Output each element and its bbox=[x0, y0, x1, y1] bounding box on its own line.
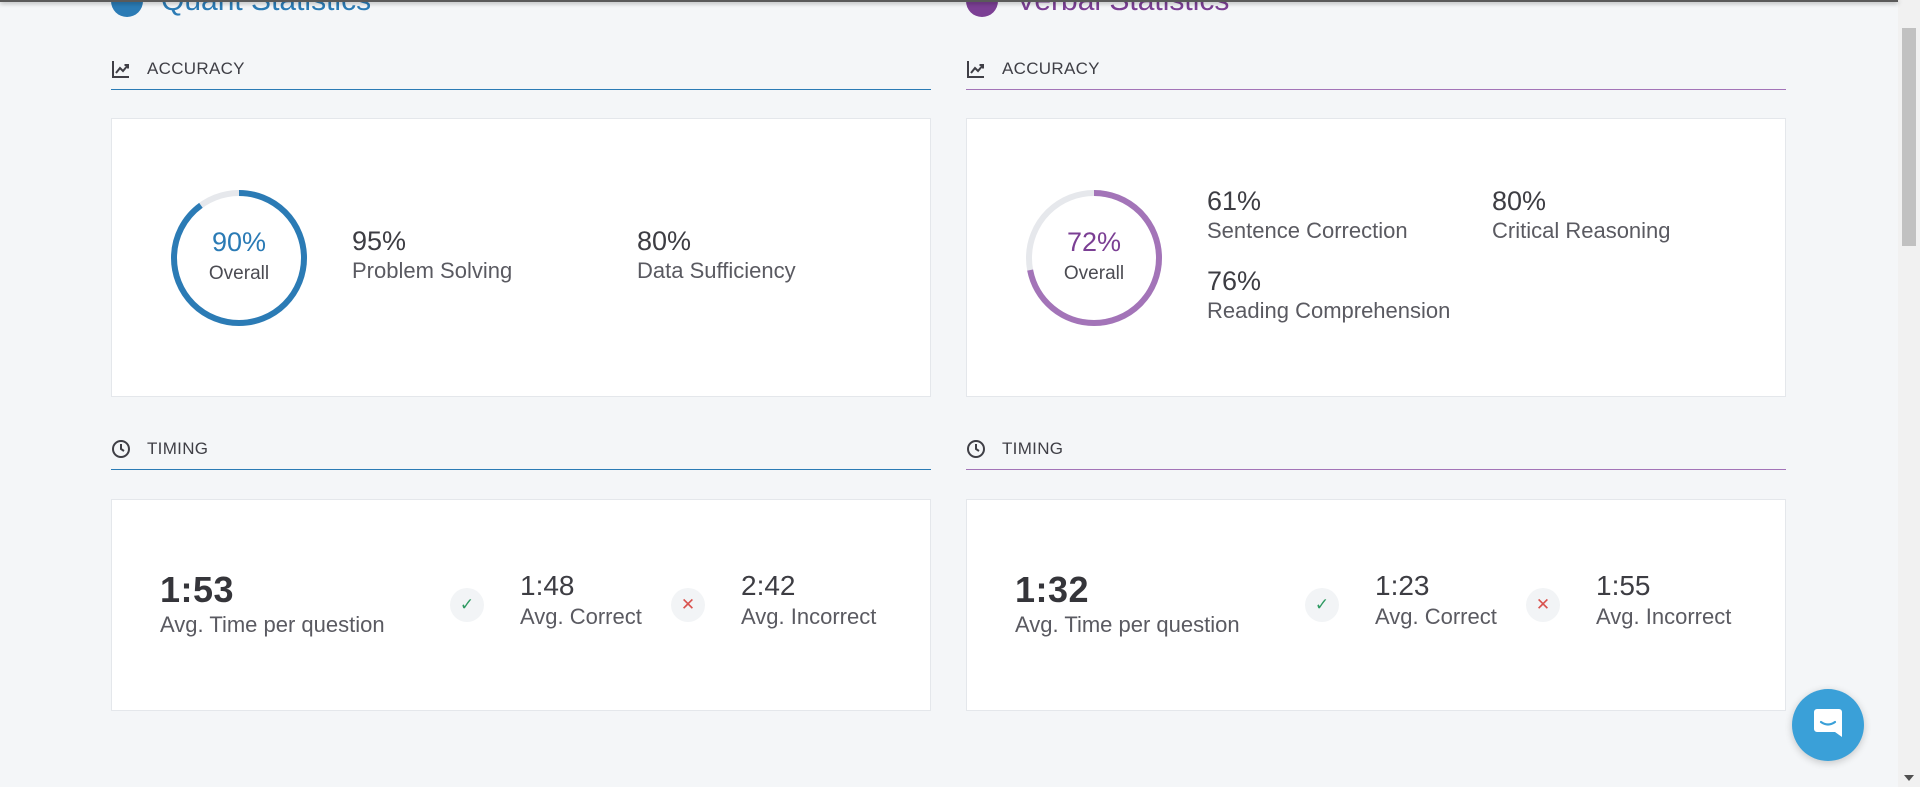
metric-label: Reading Comprehension bbox=[1207, 298, 1451, 323]
line-chart-icon bbox=[966, 59, 986, 79]
quant-timing-card: 1:53 Avg. Time per question ✓ 1:48 Avg. … bbox=[111, 499, 931, 711]
quant-statistics-heading: Quant Statistics bbox=[111, 0, 371, 18]
verbal-overall-ring: 72% Overall bbox=[1025, 189, 1163, 327]
avg-time-value: 1:32 bbox=[1015, 569, 1090, 610]
scroll-down-arrow-icon[interactable] bbox=[1904, 775, 1914, 781]
x-icon: ✕ bbox=[1526, 588, 1560, 622]
page-scrollbar[interactable] bbox=[1898, 0, 1920, 787]
metric-value: 80% bbox=[1492, 186, 1547, 216]
clock-icon bbox=[111, 439, 131, 459]
verbal-overall-value: 72% bbox=[1066, 227, 1122, 257]
quant-badge-icon bbox=[111, 0, 143, 17]
verbal-timing-header: TIMING bbox=[966, 429, 1786, 470]
quant-accuracy-title: ACCURACY bbox=[147, 59, 245, 78]
avg-correct-label: Avg. Correct bbox=[1375, 604, 1497, 629]
metric-value: 76% bbox=[1207, 266, 1262, 296]
chat-launcher-button[interactable] bbox=[1792, 689, 1864, 761]
metric-label: Critical Reasoning bbox=[1492, 218, 1671, 243]
quant-overall-label: Overall bbox=[208, 263, 270, 284]
avg-correct-label: Avg. Correct bbox=[520, 604, 642, 629]
check-icon: ✓ bbox=[450, 588, 484, 622]
check-icon: ✓ bbox=[1305, 588, 1339, 622]
metric-value: 95% bbox=[352, 226, 407, 256]
metric-value: 61% bbox=[1207, 186, 1262, 216]
avg-correct-value: 1:23 bbox=[1375, 570, 1430, 601]
verbal-accuracy-header: ACCURACY bbox=[966, 49, 1786, 90]
metric-label: Sentence Correction bbox=[1207, 218, 1408, 243]
quant-timing-title: TIMING bbox=[147, 439, 209, 458]
quant-overall-ring: 90% Overall bbox=[170, 189, 308, 327]
verbal-column: ACCURACY 72% Overall 61% Sentence Correc… bbox=[966, 49, 1786, 711]
chat-bubble-icon bbox=[1811, 706, 1845, 745]
avg-incorrect-value: 1:55 bbox=[1596, 570, 1651, 601]
avg-time-label: Avg. Time per question bbox=[160, 612, 385, 637]
avg-incorrect-value: 2:42 bbox=[741, 570, 796, 601]
verbal-metric-sentence-correction: 61% Sentence Correction bbox=[1207, 186, 1408, 246]
verbal-overall-label: Overall bbox=[1063, 263, 1125, 284]
verbal-metric-critical-reasoning: 80% Critical Reasoning bbox=[1492, 186, 1671, 246]
verbal-avg-correct: ✓ 1:23 Avg. Correct bbox=[1305, 570, 1497, 632]
quant-column: ACCURACY 90% Overall 95% Problem Solving… bbox=[111, 49, 931, 711]
x-icon: ✕ bbox=[671, 588, 705, 622]
verbal-ring-arc bbox=[1026, 190, 1162, 326]
quant-avg-incorrect: ✕ 2:42 Avg. Incorrect bbox=[671, 570, 876, 632]
quant-metric-problem-solving: 95% Problem Solving bbox=[352, 226, 512, 286]
verbal-avg-time: 1:32 Avg. Time per question bbox=[1015, 570, 1240, 640]
clock-icon bbox=[966, 439, 986, 459]
quant-heading-text: Quant Statistics bbox=[161, 0, 372, 17]
metric-label: Data Sufficiency bbox=[637, 258, 796, 283]
quant-accuracy-card: 90% Overall 95% Problem Solving 80% Data… bbox=[111, 118, 931, 397]
line-chart-icon bbox=[111, 59, 131, 79]
header-shadow bbox=[0, 0, 1898, 2]
verbal-heading-text: Verbal Statistics bbox=[1016, 0, 1230, 17]
avg-time-label: Avg. Time per question bbox=[1015, 612, 1240, 637]
verbal-accuracy-card: 72% Overall 61% Sentence Correction 80% … bbox=[966, 118, 1786, 397]
verbal-statistics-heading: Verbal Statistics bbox=[966, 0, 1229, 18]
verbal-avg-incorrect: ✕ 1:55 Avg. Incorrect bbox=[1526, 570, 1731, 632]
quant-avg-time: 1:53 Avg. Time per question bbox=[160, 570, 385, 640]
verbal-timing-card: 1:32 Avg. Time per question ✓ 1:23 Avg. … bbox=[966, 499, 1786, 711]
quant-overall-value: 90% bbox=[211, 227, 267, 257]
metric-value: 80% bbox=[637, 226, 692, 256]
avg-correct-value: 1:48 bbox=[520, 570, 575, 601]
verbal-badge-icon bbox=[966, 0, 998, 17]
avg-time-value: 1:53 bbox=[160, 569, 235, 610]
avg-incorrect-label: Avg. Incorrect bbox=[741, 604, 877, 629]
quant-metric-data-sufficiency: 80% Data Sufficiency bbox=[637, 226, 796, 286]
quant-avg-correct: ✓ 1:48 Avg. Correct bbox=[450, 570, 642, 632]
quant-accuracy-header: ACCURACY bbox=[111, 49, 931, 90]
verbal-metric-reading-comprehension: 76% Reading Comprehension bbox=[1207, 266, 1450, 326]
verbal-accuracy-title: ACCURACY bbox=[1002, 59, 1100, 78]
quant-timing-header: TIMING bbox=[111, 429, 931, 470]
avg-incorrect-label: Avg. Incorrect bbox=[1596, 604, 1732, 629]
scrollbar-thumb[interactable] bbox=[1902, 28, 1916, 246]
quant-ring-arc bbox=[171, 190, 307, 326]
verbal-timing-title: TIMING bbox=[1002, 439, 1064, 458]
metric-label: Problem Solving bbox=[352, 258, 513, 283]
